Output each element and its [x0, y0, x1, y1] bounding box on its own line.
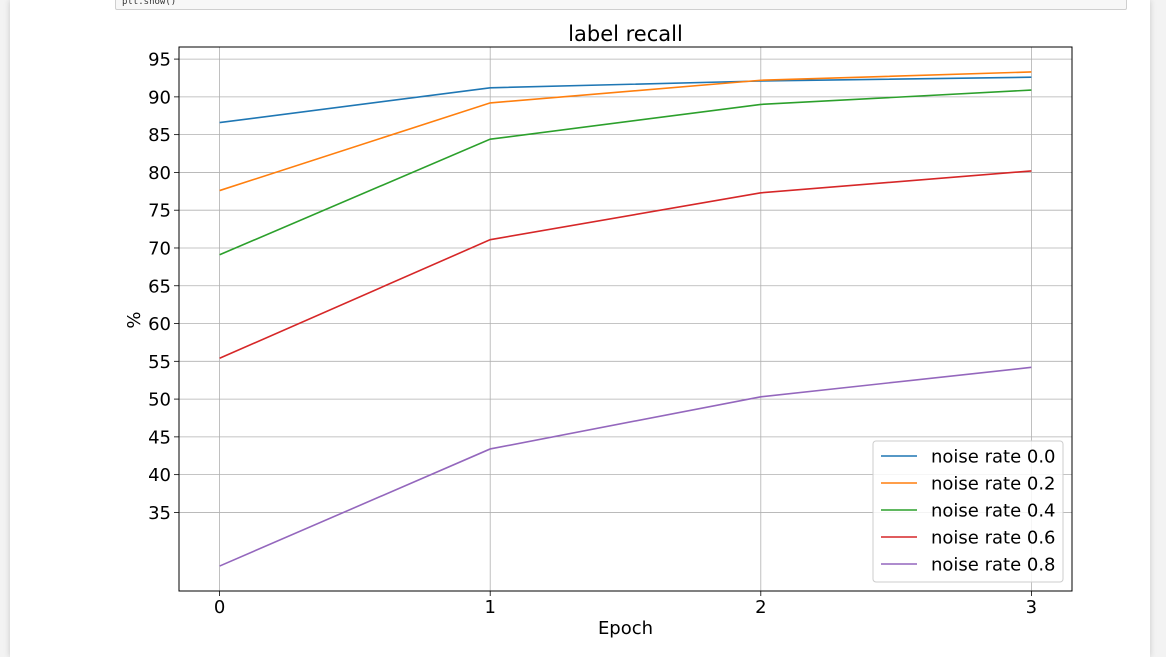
- y-tick-label: 40: [148, 465, 171, 486]
- y-tick-label: 45: [148, 427, 171, 448]
- series-line-0: [219, 76, 1032, 124]
- legend-label-1: noise rate 0.2: [931, 474, 1056, 495]
- y-tick-label: 75: [148, 201, 171, 222]
- series-lines: [219, 71, 1032, 567]
- y-tick-label: 85: [148, 125, 171, 146]
- y-tick-label: 35: [148, 503, 171, 524]
- legend-label-4: noise rate 0.8: [931, 555, 1056, 576]
- axis-ticks: 35 40 45 50 55 60 65 70 75 80 85 90 95 0 1 2 3: [148, 50, 1037, 618]
- x-tick-label: 1: [484, 597, 495, 618]
- x-axis-label: Epoch: [598, 618, 653, 639]
- x-tick-label: 2: [755, 597, 766, 618]
- y-tick-label: 65: [148, 276, 171, 297]
- legend-label-0: noise rate 0.0: [931, 447, 1056, 468]
- series-line-3: [219, 170, 1032, 360]
- y-tick-label: 95: [148, 50, 171, 71]
- series-line-2: [219, 89, 1032, 256]
- x-tick-label: 0: [214, 597, 225, 618]
- y-tick-label: 60: [148, 314, 171, 335]
- plot-frame: [178, 46, 1073, 592]
- legend-label-2: noise rate 0.4: [931, 501, 1056, 522]
- y-tick-label: 90: [148, 87, 171, 108]
- x-tick-label: 3: [1026, 597, 1037, 618]
- legend: noise rate 0.0 noise rate 0.2 noise rate 0…: [872, 440, 1064, 583]
- chart-title: label recall: [568, 22, 683, 46]
- series-line-4: [219, 366, 1032, 567]
- y-axis-label: %: [124, 311, 145, 328]
- series-line-1: [219, 71, 1032, 192]
- y-tick-label: 70: [148, 238, 171, 259]
- legend-box: [872, 440, 1064, 583]
- code-input[interactable]: plt.show(): [115, 0, 1127, 10]
- y-tick-label: 80: [148, 163, 171, 184]
- y-tick-label: 55: [148, 352, 171, 373]
- y-tick-label: 50: [148, 390, 171, 411]
- legend-label-3: noise rate 0.6: [931, 528, 1056, 549]
